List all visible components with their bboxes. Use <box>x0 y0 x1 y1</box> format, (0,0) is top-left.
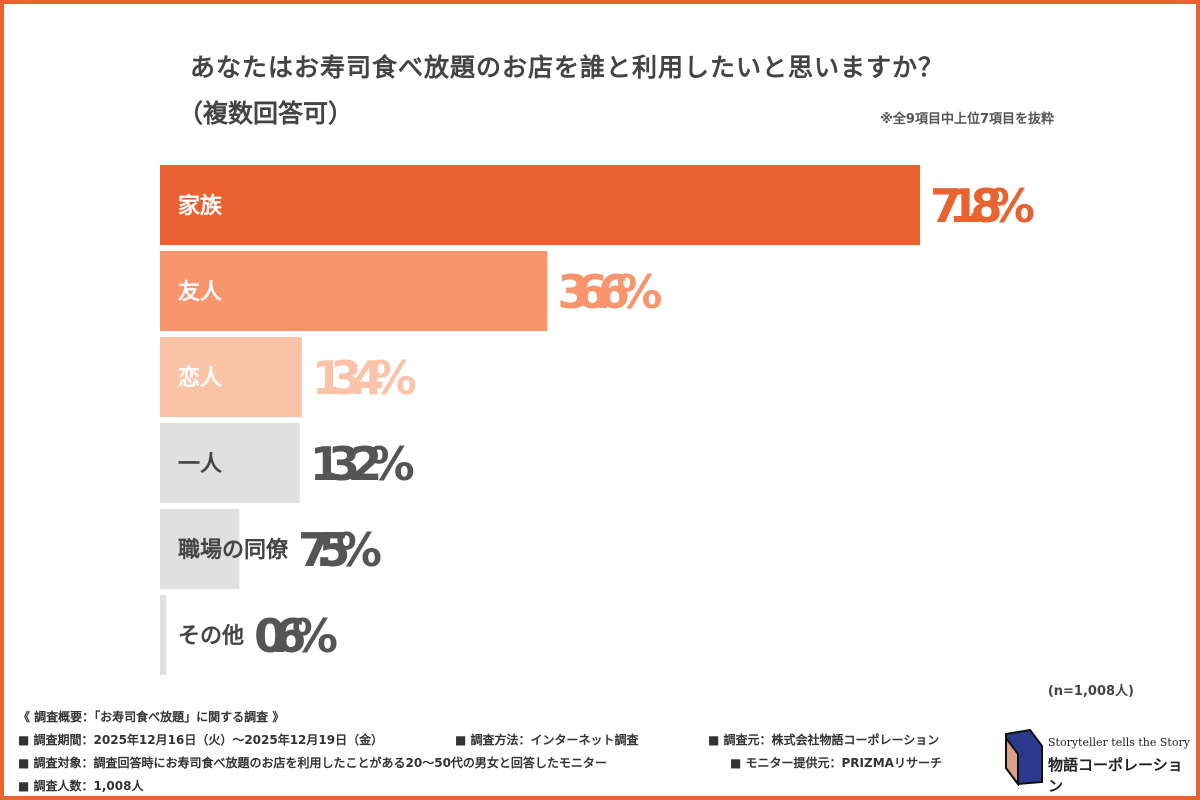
logo-name: 物語コーポレーション <box>1048 756 1183 795</box>
footer-count: ■ 調査人数：1,008人 <box>18 779 144 793</box>
book-logo-icon <box>1005 728 1043 787</box>
bar <box>160 165 920 245</box>
footer-method: ■ 調査方法：インターネット調査 <box>455 733 639 747</box>
bar <box>160 251 548 331</box>
bar <box>160 337 302 417</box>
bar <box>160 595 167 675</box>
category-label: 職場の同僚 <box>178 537 289 563</box>
chart-title: あなたはお寿司食べ放題のお店を誰と利用したいと思いますか？ <box>190 53 945 82</box>
category-label: 家族 <box>178 193 223 219</box>
value-label: 7.5% <box>298 523 382 577</box>
value-label: 36.6% <box>557 265 662 319</box>
category-label: 友人 <box>178 280 222 305</box>
logo: Storyteller tells the Story 物語コーポレーション <box>1000 728 1190 795</box>
logo-tagline: Storyteller tells the Story <box>1048 736 1190 749</box>
value-label: 13.2% <box>310 437 415 491</box>
value-label: 0.6% <box>254 609 338 663</box>
footer-target: ■ 調査対象：調査回答時にお寿司食べ放題のお店を利用したことがある20～50代の… <box>18 756 607 770</box>
footer-source: ■ 調査元：株式会社物語コーポレーション <box>708 733 940 747</box>
footer-period: ■ 調査期間：2025年12月16日（火）～2025年12月19日（金） <box>18 733 384 747</box>
bar <box>160 423 300 503</box>
value-label: 13.4% <box>312 351 417 405</box>
note: ※全9項目中上位7項目を抜粋 <box>880 112 1054 127</box>
footer-heading: 《 調査概要：「お寿司食べ放題」に関する調査 》 <box>18 710 285 724</box>
value-label: 71.8% <box>930 179 1035 233</box>
category-label: 一人 <box>178 452 222 477</box>
category-label: その他 <box>178 624 244 649</box>
footer-provider: ■ モニター提供元：PRIZMAリサーチ <box>730 756 942 770</box>
sample-size: (n=1,008人) <box>1047 684 1134 699</box>
category-label: 恋人 <box>178 365 222 391</box>
chart-subtitle: （複数回答可） <box>178 99 354 128</box>
bar <box>160 509 240 589</box>
